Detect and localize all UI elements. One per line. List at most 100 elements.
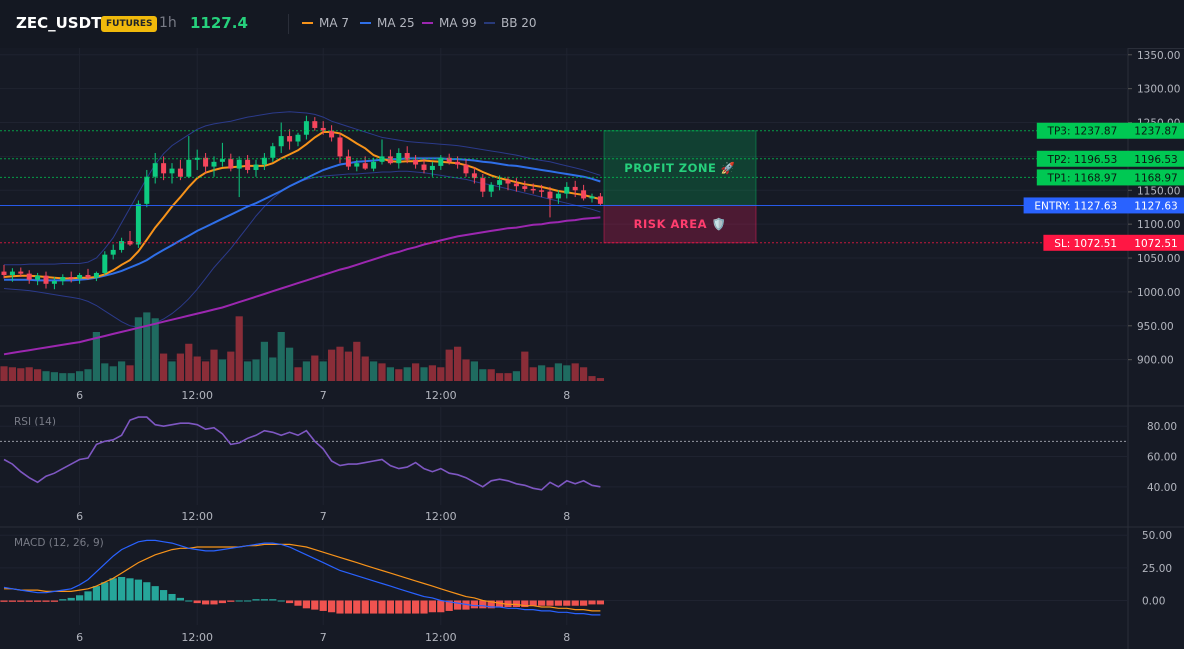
volume-bar: [378, 363, 386, 381]
price-tick-label: 1150.00: [1137, 185, 1180, 197]
macd-histogram-bar: [462, 600, 470, 610]
candle-body: [85, 274, 91, 278]
legend-bb20[interactable]: BB 20: [484, 16, 537, 30]
candle-body: [203, 157, 209, 167]
volume-bar: [529, 367, 537, 381]
volume-bar: [395, 369, 403, 381]
level-tag-tp2: [1036, 150, 1128, 167]
candle-body: [186, 159, 192, 177]
ma7-line: [3, 131, 601, 280]
macd-time-label: 6: [76, 631, 83, 644]
macd-histogram-bar: [319, 600, 327, 611]
volume-bar: [8, 367, 16, 381]
macd-histogram-bar: [185, 600, 193, 602]
macd-histogram-bar: [328, 600, 336, 613]
macd-histogram-bar: [134, 579, 142, 601]
legend-ma99[interactable]: MA 99: [422, 16, 477, 30]
volume-bar: [403, 367, 411, 381]
candle-body: [303, 121, 309, 135]
volume-bar: [92, 332, 100, 381]
volume-bar: [353, 341, 361, 381]
time-label: 12:00: [181, 389, 213, 402]
macd-histogram-bar: [487, 600, 495, 609]
price-tick-label: 1300.00: [1137, 84, 1180, 96]
macd-histogram-bar: [84, 591, 92, 601]
macd-histogram-bar: [252, 599, 260, 601]
legend-ma7[interactable]: MA 7: [302, 16, 349, 30]
header-divider: [288, 14, 289, 34]
volume-bar: [76, 371, 84, 381]
macd-histogram-bar: [454, 600, 462, 610]
timeframe-label[interactable]: 1h: [159, 15, 177, 31]
volume-bar: [286, 347, 294, 381]
macd-histogram-bar: [580, 600, 588, 606]
candle-body: [471, 173, 477, 179]
legend-ma7-label: MA 7: [319, 16, 350, 30]
volume-bar: [479, 369, 487, 381]
candle-body: [169, 168, 175, 174]
price-pane-bg: [0, 48, 1128, 382]
volume-bar: [538, 365, 546, 381]
macd-histogram-bar: [218, 600, 226, 604]
candle-body: [312, 121, 318, 128]
macd-histogram-bar: [554, 600, 562, 606]
volume-bar: [311, 355, 319, 381]
macd-histogram-bar: [470, 600, 478, 609]
volume-bar: [260, 341, 268, 381]
legend-ma25[interactable]: MA 25: [360, 16, 415, 30]
volume-bar: [168, 361, 176, 381]
macd-histogram-bar: [126, 578, 134, 601]
level-price-tp3: 1237.87: [1134, 126, 1177, 138]
candle-body: [43, 275, 49, 284]
macd-histogram-bar: [412, 600, 420, 614]
macd-histogram-bar: [496, 600, 504, 608]
macd-histogram-bar: [479, 600, 487, 609]
macd-histogram-bar: [151, 586, 159, 601]
candle-body: [18, 271, 24, 274]
rsi-label: RSI (14): [14, 416, 56, 428]
candle-body: [354, 163, 360, 167]
volume-bar: [588, 376, 596, 381]
ma25-swatch: [360, 22, 371, 24]
symbol-title[interactable]: ZEC_USDT: [16, 14, 102, 32]
candle-body: [387, 156, 393, 164]
volume-bar: [134, 317, 142, 381]
macd-histogram-bar: [210, 600, 218, 605]
candle-body: [547, 191, 553, 199]
macd-histogram-bar: [143, 582, 151, 601]
legend-bb20-label: BB 20: [501, 16, 537, 30]
macd-histogram-bar: [8, 600, 16, 602]
rsi-time-label: 12:00: [425, 510, 457, 523]
volume-bar: [176, 353, 184, 381]
level-price-tp1: 1168.97: [1134, 172, 1177, 184]
macd-histogram-bar: [546, 600, 554, 606]
volume-bar: [319, 361, 327, 381]
candle-body: [177, 168, 183, 177]
macd-histogram-bar: [277, 600, 285, 602]
level-price-tp2: 1196.53: [1134, 154, 1177, 166]
volume-bar: [101, 363, 109, 381]
volume-bar: [428, 365, 436, 381]
macd-histogram-bar: [386, 600, 394, 614]
volume-bar: [34, 369, 42, 381]
risk-area-label: RISK AREA 🛡️: [634, 217, 727, 231]
candle-body: [228, 159, 234, 169]
level-price-tag-entry: [1128, 197, 1184, 214]
macd-histogram-bar: [260, 599, 268, 601]
macd-time-label: 12:00: [181, 631, 213, 644]
macd-histogram-bar: [344, 600, 352, 614]
profit-zone-label: PROFIT ZONE 🚀: [624, 161, 736, 175]
rsi-time-label: 7: [320, 510, 327, 523]
bb20-swatch: [484, 22, 495, 24]
macd-histogram-bar: [311, 600, 319, 610]
macd-histogram-bar: [512, 600, 520, 608]
candle-body: [287, 136, 293, 142]
candle-body: [110, 249, 116, 255]
rsi-time-label: 12:00: [181, 510, 213, 523]
candle-body: [261, 157, 267, 165]
candle-body: [253, 164, 259, 170]
macd-histogram-bar: [17, 600, 25, 602]
level-price-tag-tp1: [1128, 169, 1184, 186]
volume-bar: [521, 351, 529, 381]
